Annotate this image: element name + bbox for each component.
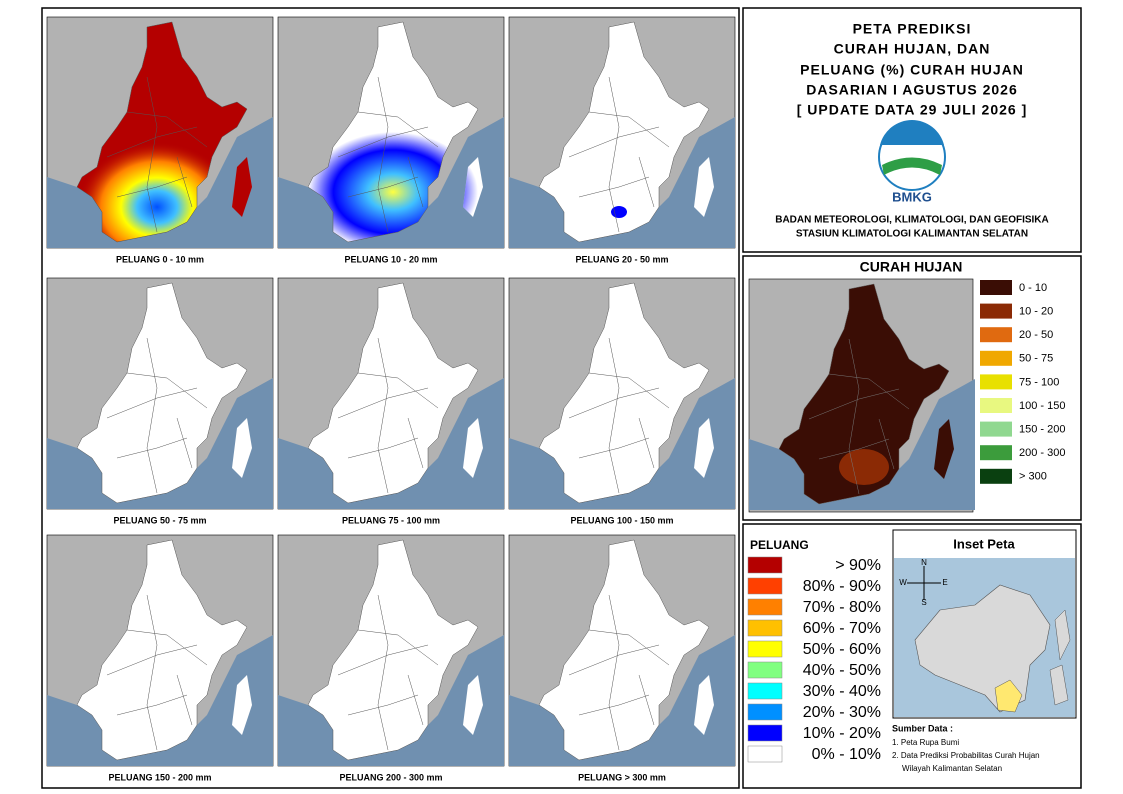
source-item: 1. Peta Rupa Bumi [892, 738, 959, 747]
legend-swatch [980, 445, 1012, 461]
legend-label: 50 - 75 [1019, 353, 1053, 365]
map-panel [508, 277, 736, 510]
map-panel [508, 16, 736, 249]
map-panel [46, 534, 274, 767]
panel-label: PELUANG 20 - 50 mm [575, 254, 668, 264]
source-item: 2. Data Prediksi Probabilitas Curah Huja… [892, 751, 1040, 760]
bmkg-logo [878, 120, 946, 191]
probability-legend: > 90% 80% - 90% 70% - 80% 60% - 70% 50% - 60… [747, 556, 881, 763]
panels-frame [41, 7, 740, 789]
legend-label: 10% - 20% [803, 725, 881, 742]
inset-title: Inset Peta [953, 536, 1015, 551]
rainfall-box [742, 255, 1082, 521]
legend-label: 0 - 10 [1019, 282, 1047, 294]
compass-east: E [942, 578, 947, 587]
rainfall-legend: 0 - 10 10 - 20 20 - 50 50 - 75 75 - 100 100 -… [980, 280, 1065, 484]
legend-swatch [747, 598, 783, 616]
legend-swatch [747, 682, 783, 700]
legend-swatch [980, 303, 1012, 319]
legend-label: > 300 [1019, 471, 1047, 483]
legend-label: 150 - 200 [1019, 424, 1065, 436]
legend-swatch [980, 374, 1012, 390]
sources-title: Sumber Data : [892, 723, 953, 733]
panel-label: PELUANG 75 - 100 mm [342, 515, 440, 525]
source-item: Wilayah Kalimantan Selatan [902, 764, 1002, 773]
legend-label: 75 - 100 [1019, 376, 1059, 388]
map-panel [508, 534, 736, 767]
panel-label: PELUANG 10 - 20 mm [344, 254, 437, 264]
legend-swatch [747, 661, 783, 679]
rainfall-map [748, 278, 975, 513]
legend-swatch [980, 468, 1012, 484]
legend-swatch [980, 280, 1012, 295]
legend-swatch [747, 640, 783, 658]
map-panel [277, 16, 505, 249]
panel-label: PELUANG 150 - 200 mm [108, 772, 211, 782]
legend-box [742, 523, 1082, 789]
rainfall-title: CURAH HUJAN [860, 259, 963, 275]
panel-label: PELUANG > 300 mm [578, 772, 666, 782]
agency-line: STASIUN KLIMATOLOGI KALIMANTAN SELATAN [796, 229, 1028, 240]
legend-label: 30% - 40% [803, 683, 881, 700]
legend-label: 20% - 30% [803, 704, 881, 721]
legend-label: 100 - 150 [1019, 400, 1065, 412]
legend-label: 60% - 70% [803, 620, 881, 637]
legend-swatch [980, 398, 1012, 413]
panels: PELUANG 0 - 10 mm PELUANG 10 - 20 mm PELUA… [46, 16, 736, 782]
legend-swatch [747, 745, 783, 763]
legend-swatch [747, 619, 783, 637]
panel-label: PELUANG 0 - 10 mm [116, 254, 204, 264]
legend-swatch [747, 724, 783, 742]
legend-label: 80% - 90% [803, 578, 881, 595]
probability-title: PELUANG [750, 538, 809, 552]
compass-south: S [921, 598, 926, 607]
map-panel [277, 277, 505, 510]
legend-label: > 90% [835, 557, 881, 574]
title-line: [ UPDATE DATA 29 JULI 2026 ] [797, 102, 1028, 118]
title-line: PETA PREDIKSI [853, 21, 972, 37]
logo-text: BMKG [892, 189, 932, 204]
legend-swatch [747, 577, 783, 595]
legend-swatch [747, 703, 783, 721]
title-line: PELUANG (%) CURAH HUJAN [800, 62, 1024, 78]
title-line: DASARIAN I AGUSTUS 2026 [806, 82, 1018, 98]
panel-label: PELUANG 100 - 150 mm [570, 515, 673, 525]
legend-label: 10 - 20 [1019, 306, 1053, 318]
title-line: CURAH HUJAN, DAN [834, 41, 991, 57]
legend-swatch [980, 350, 1012, 366]
legend-swatch [980, 421, 1012, 437]
legend-label: 20 - 50 [1019, 329, 1053, 341]
map-panel [277, 534, 505, 767]
compass-west: W [899, 578, 907, 587]
map-panel [46, 16, 274, 249]
map-panel [46, 277, 274, 510]
legend-label: 0% - 10% [812, 746, 881, 763]
legend-swatch [747, 556, 783, 574]
panel-label: PELUANG 50 - 75 mm [113, 515, 206, 525]
inset-map: N S E W [894, 558, 1075, 717]
title-block: PETA PREDIKSI CURAH HUJAN, DAN PELUANG (… [775, 21, 1049, 240]
panel-label: PELUANG 200 - 300 mm [339, 772, 442, 782]
title-box [742, 7, 1082, 253]
legend-label: 70% - 80% [803, 599, 881, 616]
agency-line: BADAN METEOROLOGI, KLIMATOLOGI, DAN GEOF… [775, 215, 1049, 226]
legend-label: 200 - 300 [1019, 447, 1065, 459]
compass-north: N [921, 558, 927, 567]
legend-swatch [980, 327, 1012, 343]
legend-label: 50% - 60% [803, 641, 881, 658]
legend-label: 40% - 50% [803, 662, 881, 679]
